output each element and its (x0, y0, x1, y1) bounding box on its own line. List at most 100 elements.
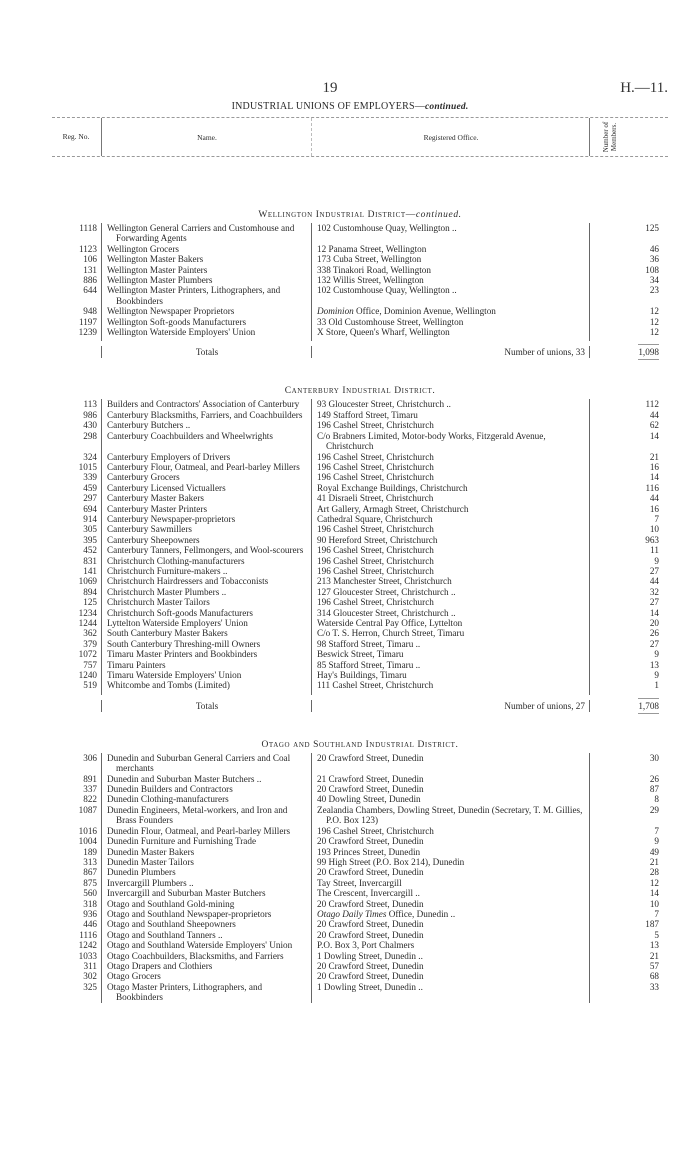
union-name: Otago and Southland Gold-mining (101, 898, 311, 909)
office-text: 20 Crawford Street, Dunedin (317, 919, 424, 930)
total-members: 1,708 (589, 697, 663, 714)
registered-office: Art Gallery, Armagh Street, Christchurch (311, 503, 589, 514)
registered-office: 90 Hereford Street, Christchurch (311, 534, 589, 546)
reg-number: 519 (83, 680, 97, 691)
registered-office: 196 Cashel Street, Christchurch (311, 565, 589, 577)
reg-number: 822 (83, 794, 97, 805)
table-row: 106 Wellington Master Bakers 173 Cuba Stre… (52, 254, 668, 265)
total-members-value: 1,098 (638, 344, 659, 361)
office-text: 196 Cashel Street, Christchurch (317, 597, 434, 608)
registered-office: 41 Disraeli Street, Christchurch (311, 493, 589, 504)
office-italic: Dominion (317, 306, 354, 317)
table-row: 914 Canterbury Newspaper-proprietors Cathe… (52, 513, 668, 525)
registered-office: X Store, Queen's Wharf, Wellington (311, 327, 589, 338)
table-body: Wellington Industrial District—continued… (52, 209, 668, 1003)
member-count: 26 (589, 773, 663, 785)
registered-office: 314 Gloucester Street, Christchurch .. (311, 607, 589, 618)
section-heading-text: Canterbury Industrial District. (284, 386, 436, 397)
table-row: 337 Dunedin Builders and Contractors 20 Cr… (52, 784, 668, 795)
section-otago-southland: Otago and Southland Industrial District.… (52, 739, 668, 1003)
union-name: Canterbury Flour, Oatmeal, and Pearl-bar… (101, 461, 311, 473)
member-count: 14 (589, 888, 663, 899)
office-text: Tay Street, Invercargill (317, 877, 402, 888)
table-row: 1033 Otago Coachbuilders, Blacksmiths, an… (52, 950, 668, 961)
member-count: 87 (589, 784, 663, 795)
member-count: 187 (589, 919, 663, 930)
table-row: 822 Dunedin Clothing-manufacturers 40 Dowl… (52, 794, 668, 805)
reg-number: 1197 (78, 316, 97, 327)
union-name: Christchurch Master Plumbers .. (101, 586, 311, 598)
table-row: 311 Otago Drapers and Clothiers 20 Crawfor… (52, 960, 668, 972)
registered-office: 20 Crawford Street, Dunedin (311, 836, 589, 847)
reg-number: 337 (83, 784, 97, 795)
spacer (52, 337, 668, 342)
reg-number: 446 (83, 919, 97, 930)
reg-number: 189 (83, 846, 97, 857)
section-heading: Wellington Industrial District—continued… (52, 209, 668, 223)
spacer-cell (311, 337, 589, 342)
member-count: 44 (589, 409, 663, 421)
reg-number: 644 (83, 285, 97, 296)
registered-office: 173 Cuba Street, Wellington (311, 254, 589, 265)
member-count: 23 (589, 285, 663, 307)
spacer-cell (311, 690, 589, 695)
office-text: 20 Crawford Street, Dunedin (317, 898, 424, 909)
office-text: 99 High Street (P.O. Box 214), Dunedin (317, 856, 465, 867)
table-row: 298 Canterbury Coachbuilders and Wheelwri… (52, 430, 668, 452)
union-name: Christchurch Hairdressers and Tobacconis… (101, 576, 311, 587)
column-members: Number of Members. (589, 118, 630, 156)
table-row: 446 Otago and Southland Sheepowners 20 Cra… (52, 919, 668, 930)
table-row: 1118 Wellington General Carriers and Cust… (52, 223, 668, 244)
union-name: Otago and Southland Sheepowners (101, 919, 311, 930)
office-text: 196 Cashel Street, Christchurch (317, 565, 434, 576)
office-text: 173 Cuba Street, Wellington (317, 254, 422, 265)
member-count: 12 (589, 327, 663, 338)
union-name: Dunedin and Suburban Master Butchers .. (101, 773, 311, 785)
registered-office: Tay Street, Invercargill (311, 877, 589, 889)
union-name: Wellington Soft-goods Manufacturers (101, 316, 311, 328)
member-count: 9 (589, 555, 663, 566)
office-text: 12 Panama Street, Wellington (317, 243, 427, 254)
reg-number: 459 (83, 482, 97, 493)
office-text: Office, Dominion Avenue, Wellington (353, 306, 496, 317)
member-count: 12 (589, 877, 663, 889)
reg-number: 113 (83, 399, 97, 410)
union-name: Canterbury Master Bakers (101, 493, 311, 504)
number-of-unions: Number of unions, 27 (311, 699, 589, 712)
union-name: Otago Master Printers, Lithographers, an… (101, 981, 311, 1003)
member-count: 49 (589, 846, 663, 857)
reg-number: 1244 (78, 618, 97, 628)
registered-office: 196 Cashel Street, Christchurch (311, 524, 589, 535)
registered-office: 99 High Street (P.O. Box 214), Dunedin (311, 856, 589, 868)
table-row: 306 Dunedin and Suburban General Carriers… (52, 752, 668, 774)
table-row: 1016 Dunedin Flour, Oatmeal, and Pearl-ba… (52, 825, 668, 837)
table-row: 141 Christchurch Furniture-makers .. 196 C… (52, 565, 668, 577)
reg-number: 362 (83, 628, 97, 639)
union-name: Canterbury Sawmillers (101, 524, 311, 535)
member-count: 28 (589, 867, 663, 878)
table-row: 1239 Wellington Waterside Employers' Unio… (52, 327, 668, 338)
reg-number: 339 (83, 472, 97, 483)
office-text: Royal Exchange Buildings, Christchurch (317, 482, 468, 493)
office-text: 196 Cashel Street, Christchurch (317, 825, 434, 836)
office-text: 196 Cashel Street, Christchurch (317, 555, 434, 566)
member-count: 30 (589, 752, 663, 774)
column-members-label: Number of Members. (602, 121, 618, 153)
table-row: 379 South Canterbury Threshing-mill Owner… (52, 638, 668, 650)
table-row: 131 Wellington Master Painters 338 Tinakor… (52, 264, 668, 276)
member-count: 62 (589, 420, 663, 431)
office-text: Cathedral Square, Christchurch (317, 513, 433, 524)
table-row: 189 Dunedin Master Bakers 193 Princes Stre… (52, 846, 668, 857)
document-reference: H.—11. (620, 80, 668, 96)
table-row: 1242 Otago and Southland Waterside Employ… (52, 940, 668, 951)
table-row: 1015 Canterbury Flour, Oatmeal, and Pearl… (52, 461, 668, 473)
member-count: 13 (589, 940, 663, 951)
reg-number: 1116 (79, 929, 97, 940)
member-count: 68 (589, 971, 663, 982)
reg-number: 757 (83, 659, 97, 670)
member-count: 10 (589, 898, 663, 909)
registered-office: C/o T. S. Herron, Church Street, Timaru (311, 628, 589, 639)
member-count: 36 (589, 254, 663, 265)
number-of-unions: Number of unions, 33 (311, 346, 589, 359)
table-row: 891 Dunedin and Suburban Master Butchers … (52, 773, 668, 785)
